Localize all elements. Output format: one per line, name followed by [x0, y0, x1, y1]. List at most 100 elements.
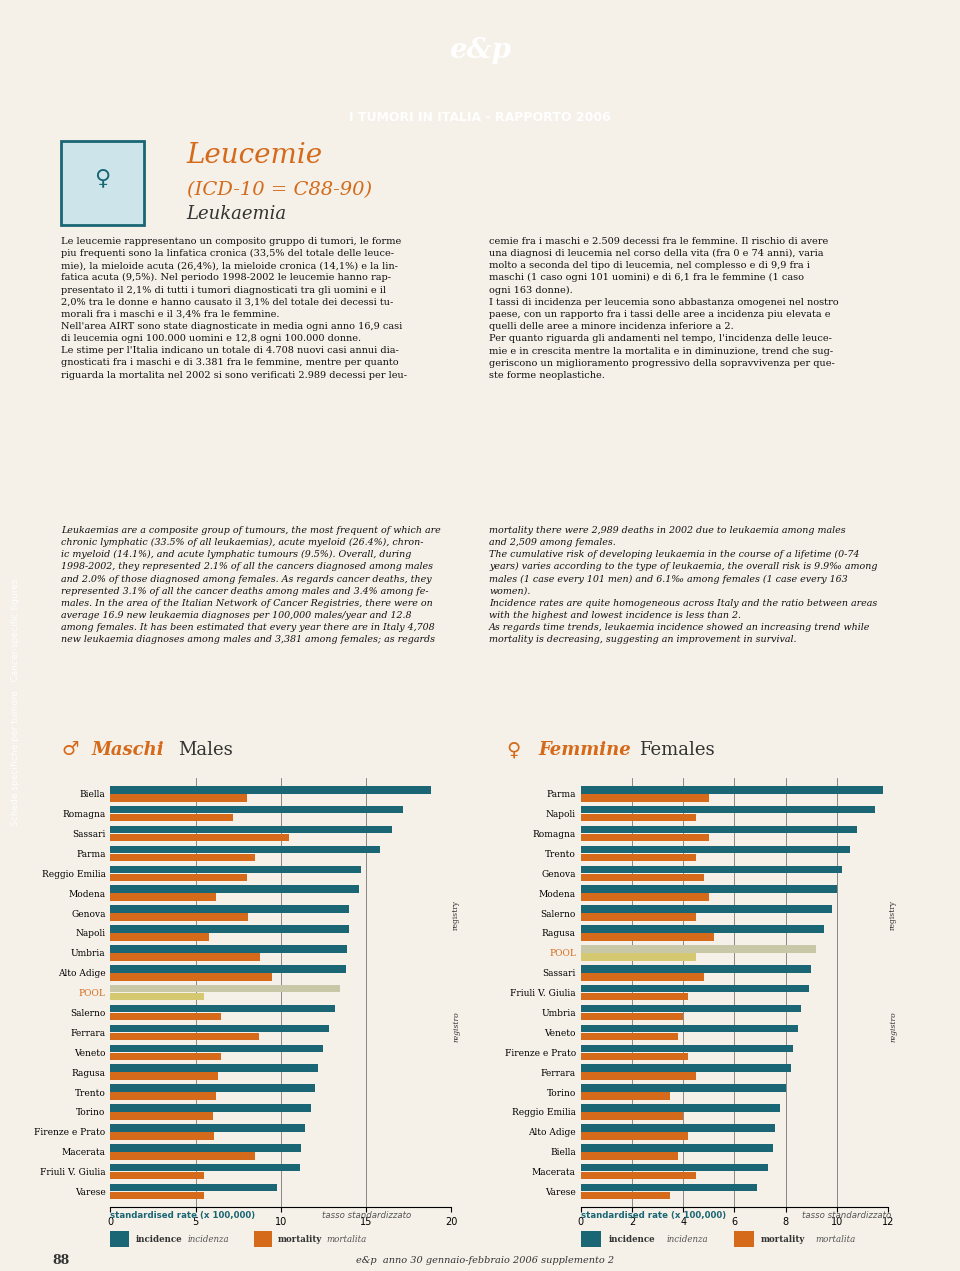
- Text: mortalita: mortalita: [816, 1234, 856, 1244]
- Bar: [110, 1124, 304, 1131]
- Bar: [110, 834, 289, 841]
- Bar: [110, 1192, 204, 1200]
- Bar: [110, 894, 216, 901]
- Bar: [110, 925, 349, 933]
- Bar: [581, 1045, 793, 1052]
- Bar: [581, 1084, 785, 1092]
- Text: mortality: mortality: [277, 1234, 322, 1244]
- Bar: [110, 905, 349, 913]
- Text: ♂: ♂: [61, 741, 79, 759]
- Bar: [110, 1152, 255, 1159]
- Bar: [581, 953, 696, 961]
- Text: incidence: incidence: [609, 1234, 655, 1244]
- Text: tasso standardizzato: tasso standardizzato: [322, 1211, 411, 1220]
- Bar: [110, 1112, 212, 1120]
- Bar: [581, 886, 837, 894]
- Bar: [110, 1005, 335, 1012]
- Text: incidenza: incidenza: [187, 1234, 228, 1244]
- Bar: [734, 1232, 755, 1247]
- Bar: [581, 1232, 601, 1247]
- Bar: [581, 834, 708, 841]
- Bar: [110, 845, 379, 853]
- Bar: [581, 1013, 684, 1021]
- Bar: [581, 925, 824, 933]
- Bar: [581, 1124, 776, 1131]
- Bar: [581, 806, 876, 813]
- Bar: [110, 813, 233, 821]
- Bar: [581, 1183, 757, 1191]
- Bar: [581, 946, 816, 953]
- Bar: [110, 854, 255, 862]
- Bar: [110, 826, 392, 834]
- Bar: [110, 1064, 319, 1071]
- Bar: [110, 1144, 301, 1152]
- Bar: [110, 1104, 311, 1112]
- Text: standardised rate (x 100,000): standardised rate (x 100,000): [110, 1211, 255, 1220]
- Text: Schede specifiche per tumore   Cancer-specific figures: Schede specifiche per tumore Cancer-spec…: [12, 578, 20, 826]
- Bar: [581, 1192, 670, 1200]
- Bar: [581, 1024, 799, 1032]
- Text: ♀: ♀: [507, 741, 520, 759]
- Bar: [581, 993, 688, 1000]
- Bar: [110, 1032, 258, 1040]
- Text: incidence: incidence: [136, 1234, 182, 1244]
- Bar: [253, 1232, 273, 1247]
- Text: 88: 88: [53, 1253, 70, 1267]
- Bar: [581, 1052, 688, 1060]
- Text: incidenza: incidenza: [667, 1234, 708, 1244]
- Bar: [581, 1092, 670, 1099]
- Bar: [110, 886, 359, 894]
- Text: Leucemie: Leucemie: [187, 142, 323, 169]
- Bar: [110, 1024, 328, 1032]
- Bar: [110, 993, 204, 1000]
- Bar: [581, 785, 883, 793]
- Bar: [110, 946, 348, 953]
- Text: mortality: mortality: [760, 1234, 804, 1244]
- Bar: [110, 953, 260, 961]
- Bar: [581, 1152, 678, 1159]
- Text: Leukaemia: Leukaemia: [187, 206, 287, 224]
- Bar: [581, 854, 696, 862]
- Bar: [110, 1013, 221, 1021]
- Bar: [581, 866, 842, 873]
- Bar: [110, 866, 361, 873]
- Bar: [110, 785, 431, 793]
- Bar: [581, 1073, 696, 1080]
- Bar: [581, 914, 696, 921]
- Bar: [581, 794, 708, 802]
- Text: Females: Females: [638, 741, 714, 759]
- Text: mortality there were 2,989 deaths in 2002 due to leukaemia among males
and 2,509: mortality there were 2,989 deaths in 200…: [490, 526, 877, 644]
- Bar: [110, 1052, 221, 1060]
- Text: Femmine: Femmine: [539, 741, 631, 759]
- Text: registro: registro: [452, 1012, 460, 1042]
- Bar: [110, 1092, 216, 1099]
- Text: ♀: ♀: [94, 169, 110, 188]
- Text: Leukaemias are a composite group of tumours, the most frequent of which are
chro: Leukaemias are a composite group of tumo…: [61, 526, 442, 644]
- Bar: [581, 826, 857, 834]
- Bar: [110, 965, 346, 972]
- Text: tasso standardizzato: tasso standardizzato: [802, 1211, 891, 1220]
- Bar: [110, 1232, 130, 1247]
- Bar: [581, 933, 714, 941]
- Bar: [581, 965, 811, 972]
- Text: Le leucemie rappresentano un composito gruppo di tumori, le forme
piu frequenti : Le leucemie rappresentano un composito g…: [61, 236, 407, 380]
- Bar: [110, 974, 273, 980]
- Text: registro: registro: [889, 1012, 897, 1042]
- FancyBboxPatch shape: [61, 141, 144, 225]
- Bar: [581, 905, 831, 913]
- Bar: [581, 1112, 684, 1120]
- Bar: [581, 985, 808, 993]
- Bar: [581, 1032, 678, 1040]
- Text: registry: registry: [889, 900, 897, 930]
- Bar: [110, 1183, 277, 1191]
- Text: e&p  anno 30 gennaio-febbraio 2006 supplemento 2: e&p anno 30 gennaio-febbraio 2006 supple…: [356, 1256, 613, 1265]
- Bar: [110, 914, 249, 921]
- Bar: [581, 1064, 791, 1071]
- Bar: [110, 985, 341, 993]
- Bar: [581, 894, 708, 901]
- Bar: [110, 806, 403, 813]
- Text: registry: registry: [452, 900, 460, 930]
- Bar: [110, 1045, 324, 1052]
- Bar: [581, 1005, 801, 1012]
- Text: cemie fra i maschi e 2.509 decessi fra le femmine. Il rischio di avere
una diagn: cemie fra i maschi e 2.509 decessi fra l…: [490, 236, 839, 380]
